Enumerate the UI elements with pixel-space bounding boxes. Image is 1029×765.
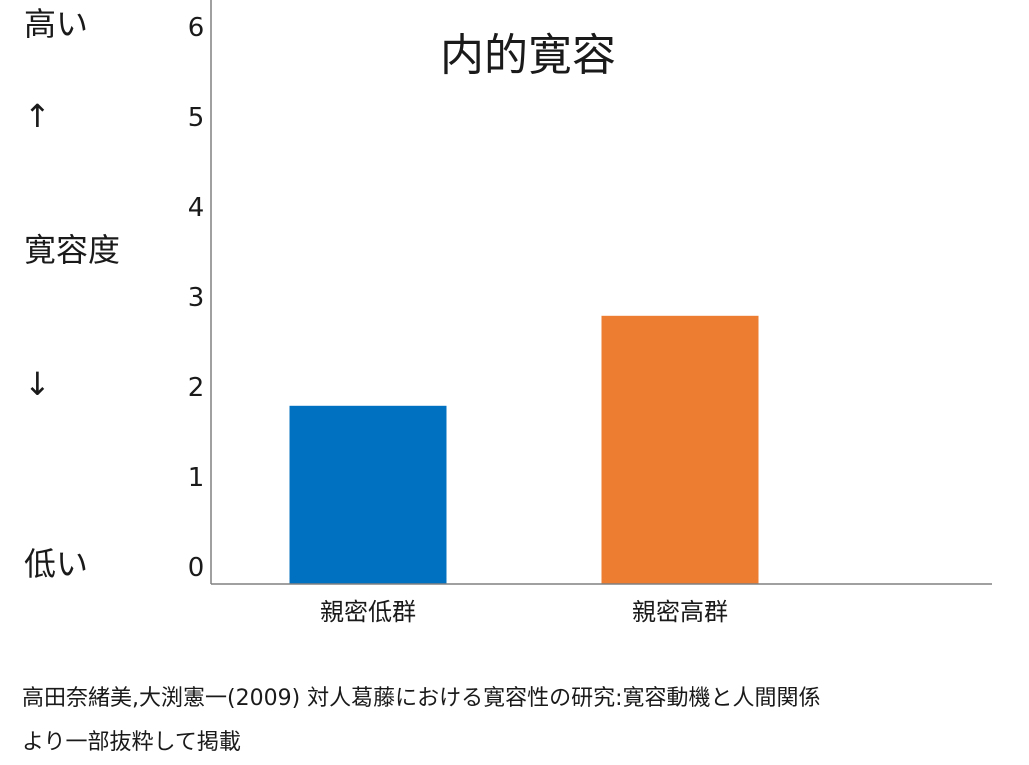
up-arrow-icon: ↑ [24, 97, 51, 135]
reference-line-2: より一部抜粋して掲載 [22, 730, 241, 755]
x-category-label: 親密低群 [320, 598, 416, 626]
down-arrow-icon: ↓ [24, 365, 51, 403]
y-scale-low-label: 低い [24, 545, 89, 583]
chart-title: 内的寛容 [440, 30, 616, 81]
y-tick-label: 0 [188, 553, 205, 583]
bar [289, 405, 447, 584]
bar-chart: 内的寛容 0 1 2 3 4 5 6 親密低群 親密高群 [188, 0, 992, 626]
y-tick-label: 1 [188, 463, 205, 493]
y-tick-label: 3 [188, 283, 205, 313]
y-tick-label: 5 [188, 103, 205, 133]
y-tick-label: 2 [188, 373, 205, 403]
y-tick-label: 4 [188, 193, 205, 223]
bar [601, 315, 759, 584]
y-scale-name-label: 寛容度 [24, 231, 121, 269]
x-category-label: 親密高群 [632, 598, 728, 626]
y-scale-high-label: 高い [24, 5, 89, 43]
y-tick-label: 6 [188, 13, 205, 43]
reference-line-1: 高田奈緒美,大渕憲一(2009) 対人葛藤における寛容性の研究:寛容動機と人間関… [22, 686, 821, 711]
